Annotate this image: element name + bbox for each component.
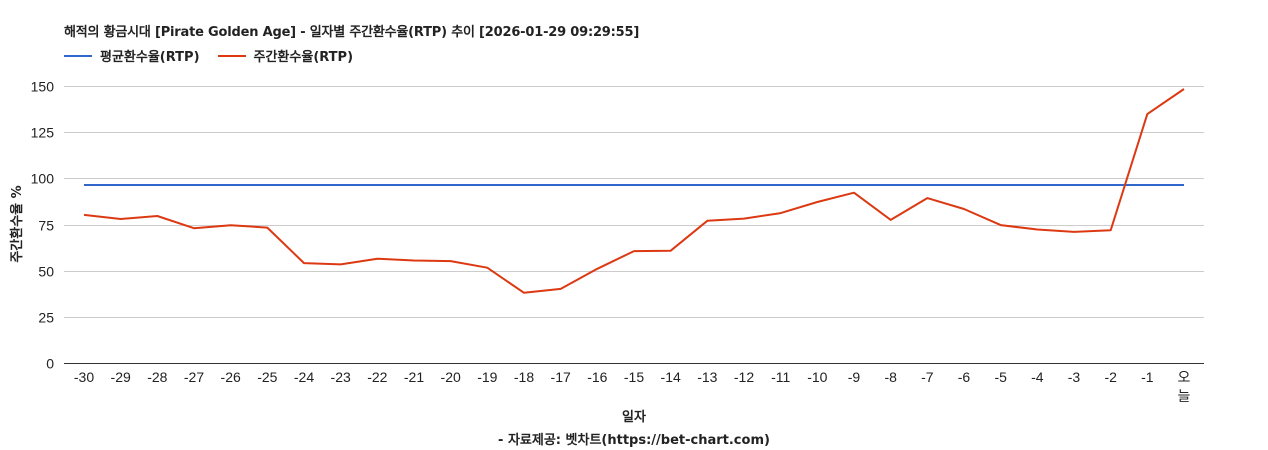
x-tick-label: -14 (661, 369, 681, 385)
x-tick-label: -29 (111, 369, 131, 385)
y-tick-label: 100 (31, 171, 55, 187)
x-tick-label: -20 (441, 369, 461, 385)
x-tick-label: -2 (1104, 369, 1117, 385)
y-tick-label: 50 (38, 264, 54, 280)
legend-label-average: 평균환수율(RTP) (100, 50, 200, 65)
legend: 평균환수율(RTP) 주간환수율(RTP) (64, 46, 371, 65)
x-tick-label: -12 (734, 369, 754, 385)
x-tick-label: -19 (477, 369, 497, 385)
legend-label-weekly: 주간환수율(RTP) (253, 50, 354, 65)
series-lines (83, 88, 1185, 294)
x-tick-label: 오 (1178, 369, 1191, 385)
legend-item-average[interactable]: 평균환수율(RTP) (64, 46, 200, 65)
gridlines (64, 86, 1204, 318)
x-tick-label: -15 (624, 369, 644, 385)
x-tick-label: -30 (74, 369, 94, 385)
x-tick-label: -25 (257, 369, 277, 385)
x-tick-label: -28 (147, 369, 167, 385)
x-tick-label: -17 (551, 369, 571, 385)
x-tick-label: -13 (697, 369, 717, 385)
x-tick-label: -5 (994, 369, 1007, 385)
y-tick-label: 25 (38, 310, 54, 326)
x-tick-label: -22 (367, 369, 387, 385)
chart-title: 해적의 황금시대 [Pirate Golden Age] - 일자별 주간환수율… (64, 25, 640, 40)
x-tick-label: -10 (807, 369, 827, 385)
source-credit: - 자료제공: 벳차트(https://bet-chart.com) (498, 433, 770, 448)
series-line-weekly[interactable] (83, 88, 1185, 294)
x-tick-label: -3 (1068, 369, 1081, 385)
x-tick-label: -27 (184, 369, 204, 385)
x-tick-label: -1 (1141, 369, 1154, 385)
y-tick-label: 75 (38, 218, 54, 234)
x-axis-ticks: -30 -29 -28 -27 -26 -25 -24 -23 -22 -21 -20 -19 -18 -… (74, 369, 1191, 404)
x-tick-label: -8 (884, 369, 897, 385)
x-tick-label: -6 (958, 369, 971, 385)
legend-item-weekly[interactable]: 주간환수율(RTP) (217, 46, 354, 65)
y-tick-label: 150 (31, 79, 55, 95)
x-tick-label: -18 (514, 369, 534, 385)
x-tick-label: -16 (587, 369, 607, 385)
x-tick-label: -26 (221, 369, 241, 385)
y-axis-ticks: 0 25 50 75 100 125 150 (31, 79, 55, 372)
x-tick-label: -11 (771, 369, 790, 385)
x-tick-label: -7 (921, 369, 934, 385)
x-tick-label: -9 (848, 369, 861, 385)
x-tick-label: -21 (404, 369, 424, 385)
x-tick-label: -4 (1031, 369, 1044, 385)
legend-swatch-weekly-icon (217, 54, 246, 57)
legend-swatch-average-icon (64, 54, 92, 57)
x-axis-title: 일자 (622, 410, 646, 425)
x-tick-label: -24 (294, 369, 314, 385)
y-tick-label: 125 (31, 125, 55, 141)
x-tick-label: 늘 (1178, 388, 1191, 404)
y-axis-title: 주간환수율 % (10, 185, 25, 263)
y-tick-label: 0 (46, 356, 54, 372)
x-tick-label: -23 (331, 369, 351, 385)
